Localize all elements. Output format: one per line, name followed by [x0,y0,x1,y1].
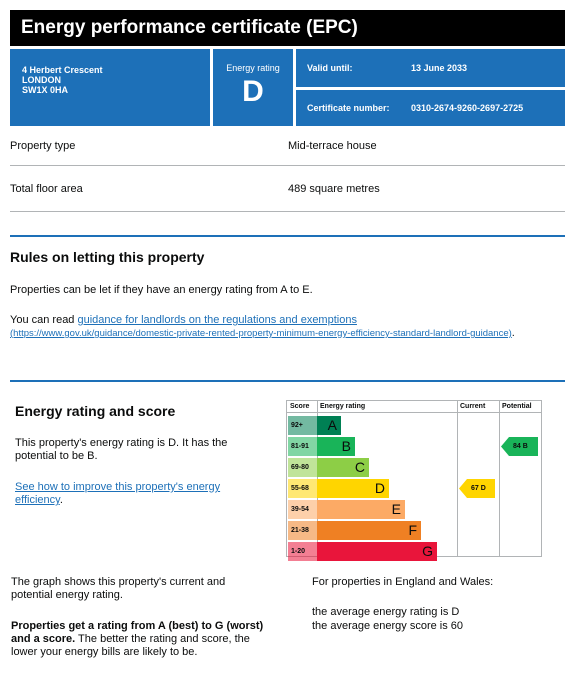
valid-until-value: 13 June 2033 [411,63,468,73]
address-line-1: 4 Herbert Crescent [22,65,103,75]
energy-rating-panel: Energy rating D [213,49,293,126]
rating-explanation: Properties get a rating from A (best) to… [11,620,276,659]
chart-divider [457,401,458,556]
valid-until-label: Valid until: [307,63,353,73]
average-score: the average energy score is 60 [312,620,464,632]
band-letter: G [422,543,433,559]
property-type-row: Property type Mid-terrace house [10,126,565,166]
band-letter: E [391,501,401,517]
guidance-link[interactable]: guidance for landlords on the regulation… [77,314,357,326]
band-letter: D [374,480,385,496]
floor-area-row: Total floor area 489 square metres [10,166,565,212]
england-wales-label: For properties in England and Wales: [312,576,494,588]
band-score-label: 55-68 [291,485,309,492]
address-panel: 4 Herbert Crescent LONDON SW1X 0HA [10,49,210,126]
rating-explanation-rest: The better the rating and score, the low… [11,633,250,658]
energy-rating-value: D [242,75,264,108]
band-score-range [288,479,317,498]
band-score-range [288,416,317,435]
potential-rating-arrow-shape [501,437,538,456]
band-score-label: 39-54 [291,506,309,513]
band-score-label: 21-38 [291,527,309,534]
improve-paragraph: See how to improve this property's energ… [15,481,255,507]
band-bar: C [317,458,369,477]
guidance-prefix: You can read [10,314,78,326]
chart-header-energy-rating: Energy rating [317,401,457,413]
band-bar: B [317,437,355,456]
improve-efficiency-link[interactable]: See how to improve this property's energ… [15,481,221,506]
band-letter: A [327,417,337,433]
page-title: Energy performance certificate (EPC) [10,10,565,46]
energy-rating-chart: Score Energy rating Current Potential 92… [286,400,542,561]
rules-paragraph: Properties can be let if they have an en… [10,284,313,296]
chart-header-score: Score [287,401,317,413]
potential-rating-arrow: 84 B [501,437,538,456]
certificate-number-panel: Certificate number: 0310-2674-9260-2697-… [296,90,565,126]
band-score-range [288,521,317,540]
improve-suffix: . [59,494,63,506]
energy-heading: Energy rating and score [15,403,176,419]
band-letter: C [354,459,365,475]
guidance-url-link[interactable]: (https://www.gov.uk/guidance/domestic-pr… [10,328,512,339]
property-type-label: Property type [10,140,76,152]
section-divider [10,380,565,382]
energy-paragraph: This property's energy rating is D. It h… [15,437,228,462]
chart-header-current: Current [457,401,499,413]
band-score-label: 81-91 [291,443,309,450]
chart-divider [317,401,318,556]
band-bar: E [317,500,405,519]
address-line-2: LONDON [22,75,61,85]
rules-heading: Rules on letting this property [10,249,205,265]
graph-description: The graph shows this property's current … [11,576,226,601]
band-score-range [288,542,317,561]
band-score-range [288,500,317,519]
guidance-suffix: . [511,327,515,339]
band-score-label: 92+ [291,422,303,429]
energy-rating-label: Energy rating [226,63,280,73]
valid-until-panel: Valid until: 13 June 2033 [296,49,565,87]
section-divider [10,235,565,237]
certificate-number-value: 0310-2674-9260-2697-2725 [411,103,524,113]
chart-divider [499,401,500,556]
floor-area-value: 489 square metres [288,183,380,195]
current-rating-arrow-shape [459,479,495,498]
property-type-value: Mid-terrace house [288,140,377,152]
band-letter: F [408,522,417,538]
band-score-range [288,458,317,477]
average-rating: the average energy rating is D [312,606,460,618]
band-bar: G [317,542,437,561]
floor-area-label: Total floor area [10,183,83,195]
band-bar: F [317,521,421,540]
band-bar: A [317,416,341,435]
band-score-range [288,437,317,456]
band-letter: B [341,438,351,454]
chart-header-potential: Potential [499,401,542,413]
potential-rating-arrow-label: 84 B [513,443,528,450]
address-line-3: SW1X 0HA [22,85,69,95]
band-score-label: 69-80 [291,464,309,471]
current-rating-arrow-label: 67 D [471,485,486,492]
current-rating-arrow: 67 D [459,479,495,498]
band-score-label: 1-20 [291,548,306,555]
guidance-paragraph: You can read guidance for landlords on t… [10,314,530,340]
rating-explanation-bold: Properties get a rating from A (best) to… [11,620,264,645]
certificate-number-label: Certificate number: [307,103,390,113]
band-bar: D [317,479,389,498]
